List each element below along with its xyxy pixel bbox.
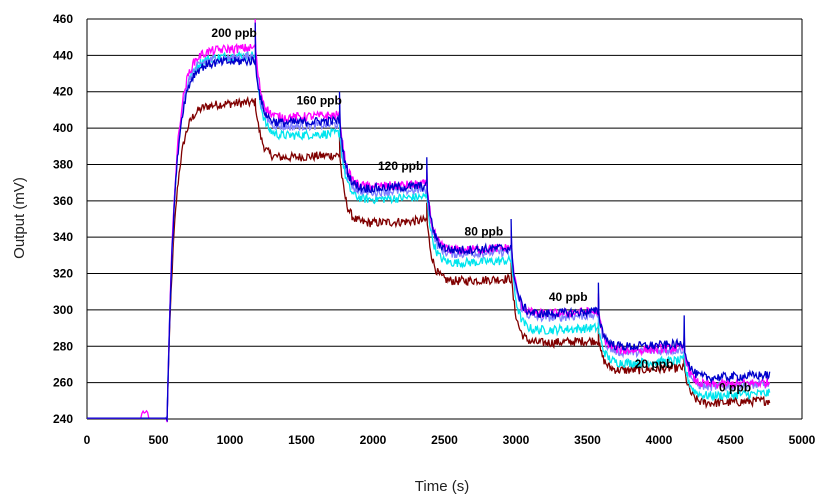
y-tick-label: 380 xyxy=(53,157,73,171)
x-tick-label: 4500 xyxy=(717,433,744,447)
x-tick-label: 1000 xyxy=(217,433,244,447)
y-tick-label: 260 xyxy=(53,376,73,390)
x-tick-label: 5000 xyxy=(789,433,816,447)
x-axis-title: Time (s) xyxy=(415,478,469,495)
step-labels: 200 ppb 160 ppb 120 ppb 80 ppb 40 ppb 20 ppb 0… xyxy=(211,26,751,395)
y-tick-label: 420 xyxy=(53,85,73,99)
y-axis-ticks: 240 260 280 300 320 340 360 380 400 420 440 460 xyxy=(53,12,73,426)
y-tick-label: 300 xyxy=(53,303,73,317)
x-tick-label: 0 xyxy=(84,433,91,447)
y-tick-label: 340 xyxy=(53,230,73,244)
x-tick-label: 4000 xyxy=(646,433,673,447)
x-tick-label: 2500 xyxy=(431,433,458,447)
y-tick-label: 460 xyxy=(53,12,73,26)
step-annotation: 40 ppb xyxy=(549,290,588,304)
step-annotation: 200 ppb xyxy=(211,26,256,40)
x-tick-label: 2000 xyxy=(360,433,387,447)
y-tick-label: 280 xyxy=(53,339,73,353)
x-tick-label: 3000 xyxy=(503,433,530,447)
step-annotation: 120 ppb xyxy=(378,159,423,173)
y-tick-label: 400 xyxy=(53,121,73,135)
y-tick-label: 360 xyxy=(53,194,73,208)
plot-area xyxy=(87,18,771,423)
x-tick-label: 3500 xyxy=(574,433,601,447)
step-annotation: 80 ppb xyxy=(465,224,504,238)
x-tick-label: 500 xyxy=(148,433,168,447)
series-line xyxy=(87,95,771,419)
x-tick-label: 1500 xyxy=(288,433,315,447)
y-tick-label: 240 xyxy=(53,412,73,426)
y-axis-title: Output (mV) xyxy=(11,177,28,259)
y-tick-label: 320 xyxy=(53,267,73,281)
step-annotation: 0 ppb xyxy=(719,381,751,395)
x-axis-ticks: 0 500 1000 1500 2000 2500 3000 3500 4000 4500 5000 xyxy=(84,433,816,447)
series-line xyxy=(87,22,771,423)
series-line xyxy=(87,33,771,422)
step-annotation: 20 ppb xyxy=(635,357,674,371)
step-annotation: 160 ppb xyxy=(296,93,341,107)
gridlines xyxy=(86,18,803,420)
y-tick-label: 440 xyxy=(53,48,73,62)
